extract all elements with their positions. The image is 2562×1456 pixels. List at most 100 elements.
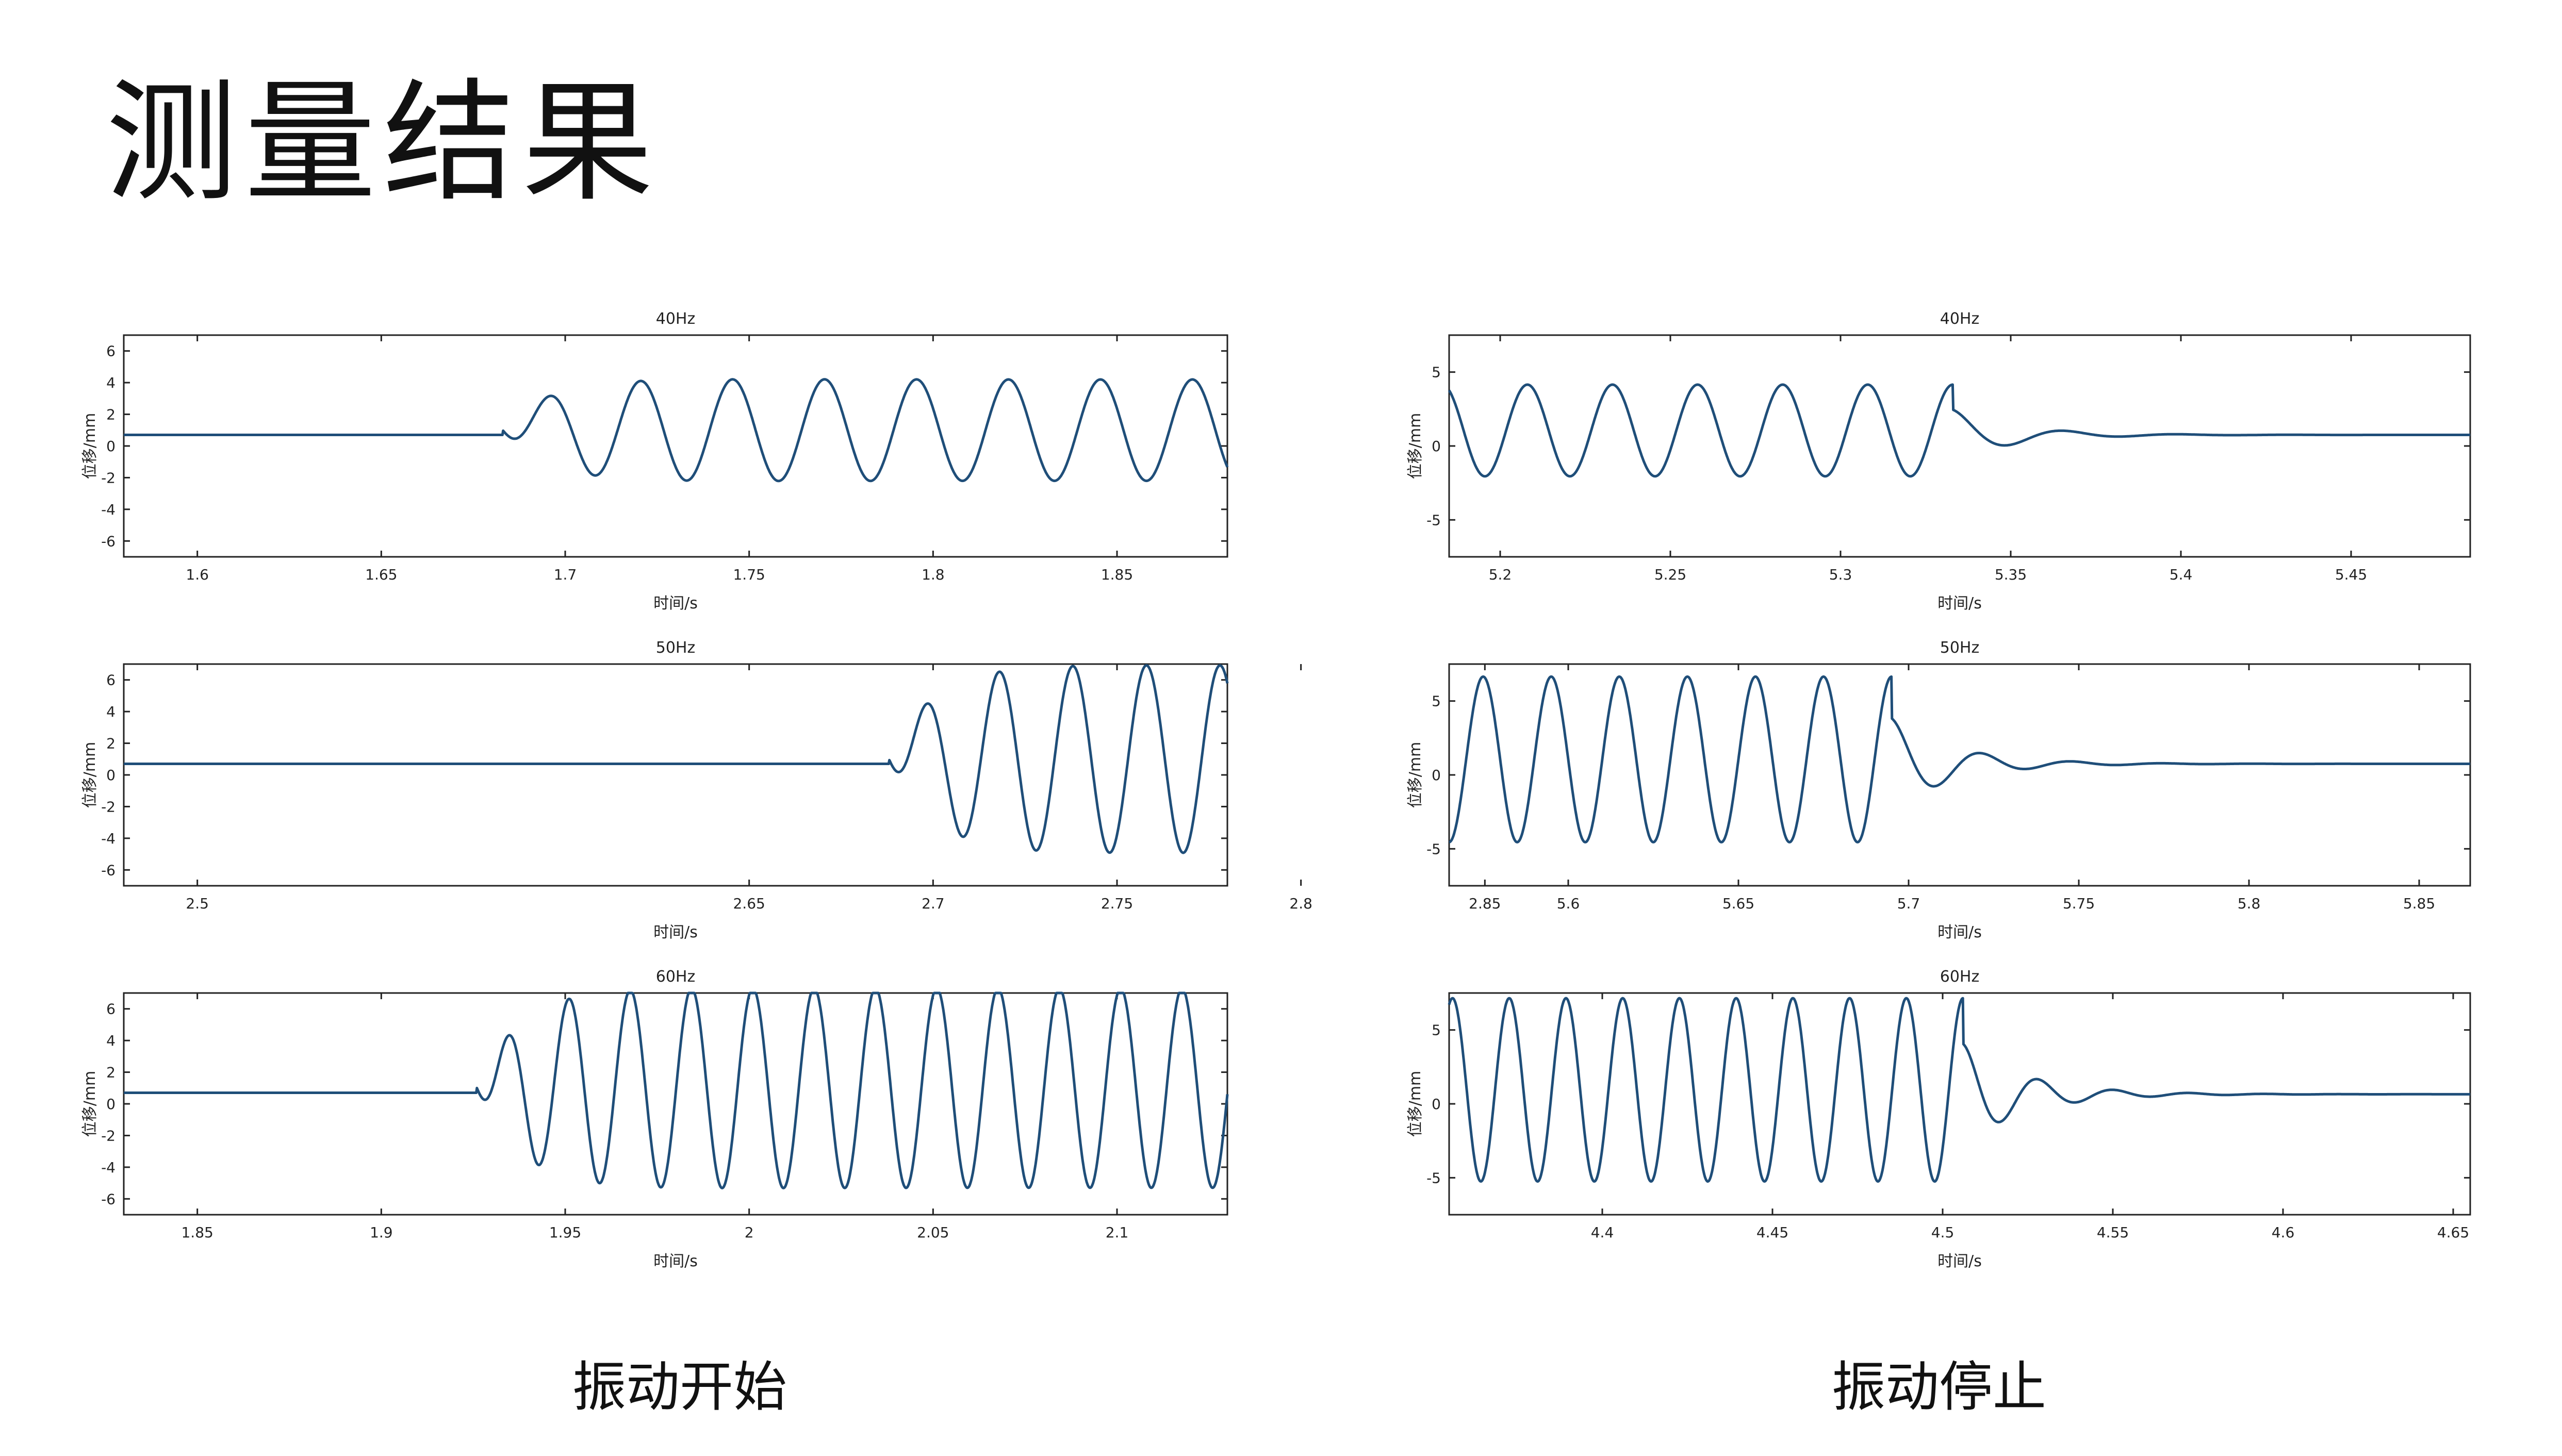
plot-frame: [1448, 663, 2471, 887]
y-tick-label: -6: [101, 862, 116, 879]
y-axis-label: 位移/mm: [1406, 413, 1424, 479]
y-tick-label: 5: [1432, 1022, 1441, 1039]
x-tick-label: 1.7: [554, 566, 577, 583]
x-tick-label: 2.7: [922, 895, 945, 912]
y-tick-label: 5: [1432, 693, 1441, 710]
plot-frame: [1448, 992, 2471, 1216]
x-tick-label: 5.25: [1654, 566, 1686, 583]
chart-60hz-stop: 60Hz 5 0 -5 4.4 4.45 4.5 4.55 4.6 4.65 时间/s 位移/mm: [1406, 968, 2471, 1270]
x-tick-label: 2.8: [1289, 895, 1312, 912]
y-tick-label: -6: [101, 1190, 116, 1207]
y-tick-label: -2: [101, 1127, 116, 1144]
x-axis-label: 时间/s: [1937, 923, 1982, 941]
x-tick-label: 5.3: [1829, 566, 1852, 583]
page-title: 测量结果: [106, 67, 661, 220]
x-axis-label: 时间/s: [653, 1252, 698, 1270]
y-tick-label: -5: [1426, 840, 1441, 857]
x-tick-label: 2.85: [1469, 895, 1501, 912]
x-tick-label: 5.8: [2238, 895, 2261, 912]
y-tick-label: 5: [1432, 364, 1441, 381]
x-axis-label: 时间/s: [653, 594, 698, 613]
x-axis-label: 时间/s: [653, 923, 698, 941]
x-tick-label: 4.5: [1931, 1224, 1955, 1241]
x-tick-label: 1.65: [365, 566, 397, 583]
y-tick-label: -4: [101, 1159, 116, 1176]
x-tick-label: 2.5: [186, 895, 209, 912]
x-tick-label: 4.65: [2437, 1224, 2469, 1241]
y-tick-label: 0: [1432, 767, 1441, 784]
caption-vibration-start: 振动开始: [572, 1355, 787, 1418]
plot-frame: [123, 334, 1228, 558]
y-tick-label: 2: [106, 406, 116, 423]
y-tick-label: 6: [106, 343, 116, 360]
chart-60hz-start: 60Hz 6 4 2 0 -2 -4 -6 1.85 1.9 1.95 2 2.05 2.1 时间/s 位移/…: [81, 968, 1229, 1270]
y-tick-label: 2: [106, 1064, 116, 1081]
x-tick-label: 1.9: [370, 1224, 393, 1241]
x-tick-label: 2.1: [1106, 1224, 1129, 1241]
x-tick-label: 5.85: [2403, 895, 2435, 912]
x-tick-label: 1.95: [549, 1224, 581, 1241]
y-tick-label: 0: [106, 767, 116, 784]
x-tick-label: 5.65: [1722, 895, 1754, 912]
y-tick-label: 0: [106, 438, 116, 455]
chart-title: 40Hz: [656, 310, 695, 328]
series-line: [1448, 383, 2471, 478]
y-tick-label: 0: [1432, 1096, 1441, 1113]
y-tick-label: -6: [101, 533, 116, 550]
y-tick-label: 4: [106, 374, 116, 391]
x-tick-label: 2: [745, 1224, 754, 1241]
y-tick-label: 0: [106, 1096, 116, 1113]
chart-title: 60Hz: [1940, 968, 1979, 986]
y-tick-label: -2: [101, 798, 116, 815]
chart-title: 50Hz: [1940, 639, 1979, 657]
y-tick-label: 0: [1432, 438, 1441, 455]
y-tick-label: 2: [106, 735, 116, 752]
y-axis-label: 位移/mm: [81, 742, 99, 808]
series-line: [1448, 997, 2471, 1183]
chart-title: 50Hz: [656, 639, 695, 657]
y-tick-label: -5: [1426, 511, 1441, 528]
x-tick-label: 4.6: [2272, 1224, 2295, 1241]
y-tick-label: 6: [106, 672, 116, 689]
y-tick-label: 4: [106, 1032, 116, 1049]
x-axis-label: 时间/s: [1937, 594, 1982, 613]
series-line: [123, 664, 1229, 854]
x-tick-label: 4.55: [2097, 1224, 2129, 1241]
chart-50hz-start: 50Hz 6 4 2 0 -2 -4 -6 2.5 2.65 2.7 2.75 2.8 2.85 时间/s 位…: [81, 639, 1501, 941]
chart-title: 60Hz: [656, 968, 695, 986]
x-tick-label: 5.35: [1995, 566, 2027, 583]
series-line: [123, 991, 1229, 1189]
y-axis-label: 位移/mm: [81, 1071, 99, 1137]
x-tick-label: 1.85: [181, 1224, 213, 1241]
y-tick-label: -2: [101, 469, 116, 486]
y-tick-label: -4: [101, 830, 116, 847]
x-tick-label: 5.7: [1897, 895, 1920, 912]
x-tick-label: 5.6: [1557, 895, 1580, 912]
caption-vibration-stop: 振动停止: [1832, 1355, 2047, 1418]
y-axis-label: 位移/mm: [1406, 1071, 1424, 1137]
x-tick-label: 5.4: [2170, 566, 2193, 583]
x-tick-label: 5.2: [1489, 566, 1512, 583]
series-line: [1448, 675, 2471, 843]
y-axis-label: 位移/mm: [1406, 742, 1424, 808]
y-tick-label: -4: [101, 501, 116, 518]
chart-40hz-start: 40Hz 6 4 2 0 -2 -4 -6 1.6 1.65 1.7 1.75 1.8 1.85 时间/s 位…: [81, 310, 1229, 613]
x-tick-label: 4.45: [1756, 1224, 1788, 1241]
x-tick-label: 1.6: [186, 566, 209, 583]
x-tick-label: 2.75: [1101, 895, 1133, 912]
x-tick-label: 1.85: [1101, 566, 1133, 583]
y-axis-label: 位移/mm: [81, 413, 99, 479]
plot-frame: [1448, 334, 2471, 558]
y-tick-label: -5: [1426, 1169, 1441, 1186]
x-tick-label: 1.8: [922, 566, 945, 583]
x-tick-label: 4.4: [1591, 1224, 1614, 1241]
x-axis-label: 时间/s: [1937, 1252, 1982, 1270]
y-tick-label: 4: [106, 703, 116, 720]
x-tick-label: 2.65: [733, 895, 765, 912]
chart-50hz-stop: 50Hz 5 0 -5 5.6 5.65 5.7 5.75 5.8 5.85 时间/s 位移/mm: [1406, 639, 2471, 941]
x-tick-label: 5.45: [2335, 566, 2367, 583]
x-tick-label: 1.75: [733, 566, 765, 583]
x-tick-label: 5.75: [2063, 895, 2095, 912]
chart-40hz-stop: 40Hz 5 0 -5 5.2 5.25 5.3 5.35 5.4 5.45 时间/s 位移/mm: [1406, 310, 2471, 613]
x-tick-label: 2.05: [917, 1224, 949, 1241]
